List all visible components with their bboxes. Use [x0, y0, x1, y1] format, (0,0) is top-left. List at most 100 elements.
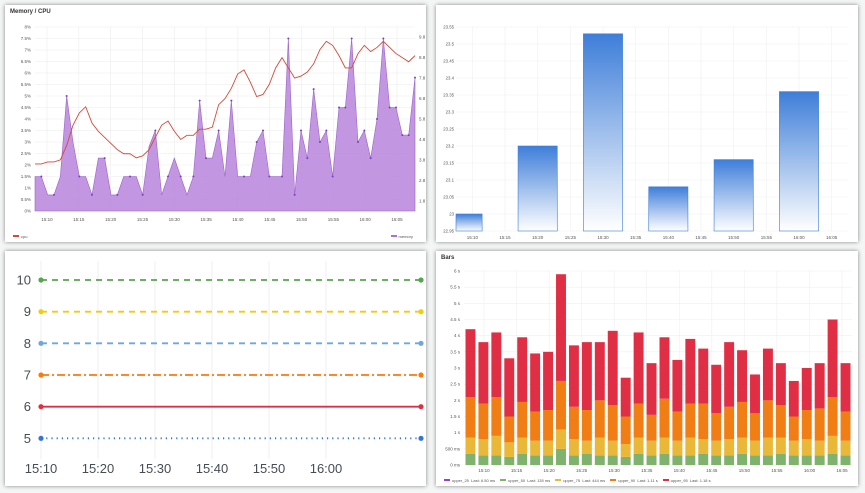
stacked-bar-segment: [568, 439, 579, 456]
y-left-tick-label: 8%: [24, 25, 31, 30]
y-tick-label: 5: [24, 431, 31, 446]
panel-title: Bars: [441, 255, 455, 261]
memory-point: [300, 129, 302, 132]
memory-point: [414, 76, 416, 79]
memory-point: [167, 175, 169, 178]
y-left-tick-label: 2.5%: [21, 151, 31, 156]
y-tick-label: 23.35: [443, 93, 454, 98]
stacked-bar-segment: [517, 437, 528, 454]
y-left-tick-label: 3%: [24, 140, 31, 145]
memory-point: [382, 37, 385, 40]
y-tick-label: 23.15: [443, 161, 454, 166]
memory-point: [217, 129, 220, 132]
x-tick-label: 15:55: [771, 468, 783, 473]
memory-point: [376, 118, 378, 120]
x-tick-label: 15:55: [761, 235, 773, 240]
stacked-bar-segment: [568, 406, 579, 440]
bar: [713, 159, 754, 232]
stacked-bar-segment: [698, 439, 709, 454]
y-left-tick-label: 5.5%: [21, 82, 31, 87]
stacked-bar-segment: [478, 342, 489, 404]
x-tick-label: 15:30: [597, 235, 609, 240]
y-left-tick-label: 0%: [24, 209, 31, 214]
x-tick-label: 16:00: [360, 217, 372, 222]
legend-name: upper_90: [618, 477, 638, 483]
x-tick-label: 15:45: [706, 468, 718, 473]
stacked-bar-segment: [711, 455, 722, 465]
stacked-bar-segment: [659, 453, 670, 465]
stacked-bar-segment: [620, 443, 631, 457]
legend-item[interactable]: upper_50 Last: 135 ms: [500, 478, 550, 483]
stacked-bar-segment: [556, 448, 566, 465]
y-tick-label: 6: [24, 399, 31, 414]
stacked-bar-segment: [607, 330, 618, 406]
stacked-bar-segment: [685, 338, 696, 404]
y-tick-label: 3 s: [454, 366, 461, 371]
dots-chart: 15:10 15:20 15:30 15:40 15:50 16:00 5 6 7 8 9 10: [17, 261, 424, 476]
memory-point: [40, 175, 43, 178]
x-tick-label: 15:40: [674, 468, 686, 473]
memory-point: [331, 175, 334, 178]
stacked-bar-segment: [801, 410, 812, 440]
stacked-bar-segment: [491, 455, 502, 465]
y-tick-label: 23.4: [446, 76, 455, 81]
stacked-bar-segment: [827, 435, 838, 454]
stacked-bar-segment: [737, 453, 748, 465]
legend-item[interactable]: upper_95 Last: 1.18 s: [662, 478, 711, 483]
stacked-bar-segment: [581, 440, 592, 454]
stacked-bar-segment: [788, 455, 799, 465]
stacked-bar-segment: [724, 406, 735, 440]
stacked-bar-segment: [659, 398, 670, 438]
legend-last: Last: 135 ms: [527, 477, 551, 483]
dots-chart-panel[interactable]: 15:10 15:20 15:30 15:40 15:50 16:00 5 6 7 8 9 10: [5, 251, 426, 486]
x-tick-label: 15:15: [499, 235, 511, 240]
stacked-bar-segment: [737, 437, 748, 454]
y-right-tick-label: 5.8: [419, 117, 426, 122]
y-tick-label: 1 s: [454, 430, 461, 435]
memory-cpu-panel[interactable]: Memory / CPU 0% 0.5% 1% 1.5% 2% 2.5% 3% 3.5% 4% 4…: [5, 5, 426, 242]
x-tick-label: 15:10: [467, 235, 479, 240]
memory-point: [357, 141, 359, 143]
memory-point: [350, 37, 353, 40]
stacked-bar-segment: [775, 453, 786, 465]
stacked-bar-segment: [711, 364, 722, 414]
stacked-bar-segment: [672, 411, 683, 441]
memory-point: [116, 193, 119, 196]
memory-point: [388, 106, 391, 109]
y-right-tick-label: 8.8: [419, 55, 426, 60]
legend-item[interactable]: upper_25 Last: 6.50 ms: [444, 478, 495, 483]
stacked-bar-segment: [633, 332, 644, 404]
stacked-bar-segment: [530, 455, 541, 465]
bar-chart-panel[interactable]: 22.95 23 23.05 23.1 23.15 23.2 23.25 23.3 23.35 2…: [436, 5, 858, 242]
y-tick-label: 23.25: [443, 127, 454, 132]
series-point: [38, 404, 44, 410]
memory-point: [369, 157, 372, 160]
bar-chart: 22.95 23 23.05 23.1 23.15 23.2 23.25 23.3 23.35 2…: [443, 25, 848, 240]
memory-cpu-legend-right: memory: [390, 233, 418, 239]
y-right-tick-label: 9.8: [419, 35, 426, 40]
y-tick-label: 9: [24, 304, 31, 319]
memory-point: [129, 175, 131, 178]
memory-point: [338, 106, 340, 109]
stacked-bar-segment: [620, 456, 631, 465]
stacked-bar-segment: [750, 374, 760, 414]
stacked-bar-segment: [478, 439, 489, 456]
bar: [517, 145, 558, 232]
y-tick-label: 10: [17, 273, 31, 288]
legend-item[interactable]: upper_90 Last: 1.11 s: [610, 478, 658, 483]
legend-name: upper_50: [508, 477, 528, 483]
stacked-bar-segment: [633, 437, 644, 454]
stacked-bar-segment: [685, 455, 696, 465]
y-left-tick-label: 3.5%: [21, 128, 31, 133]
stacked-bar-segment: [478, 403, 489, 440]
y-tick-label: 6 s: [454, 269, 461, 274]
stacked-bar-segment: [762, 455, 773, 465]
bars-panel[interactable]: Bars 0 ms 500 ms 1 s 1.5 s 2 s 2.5 s 3 s 3.5 s 4…: [436, 251, 858, 486]
legend-item[interactable]: upper_75 Last: 444 ms: [555, 478, 605, 483]
stacked-bar-segment: [711, 440, 722, 456]
y-tick-label: 8: [24, 336, 31, 351]
stacked-bar-segment: [491, 397, 502, 436]
stacked-bar-segment: [556, 380, 566, 430]
y-tick-label: 7: [24, 368, 31, 383]
stacked-bar-segment: [737, 350, 748, 402]
